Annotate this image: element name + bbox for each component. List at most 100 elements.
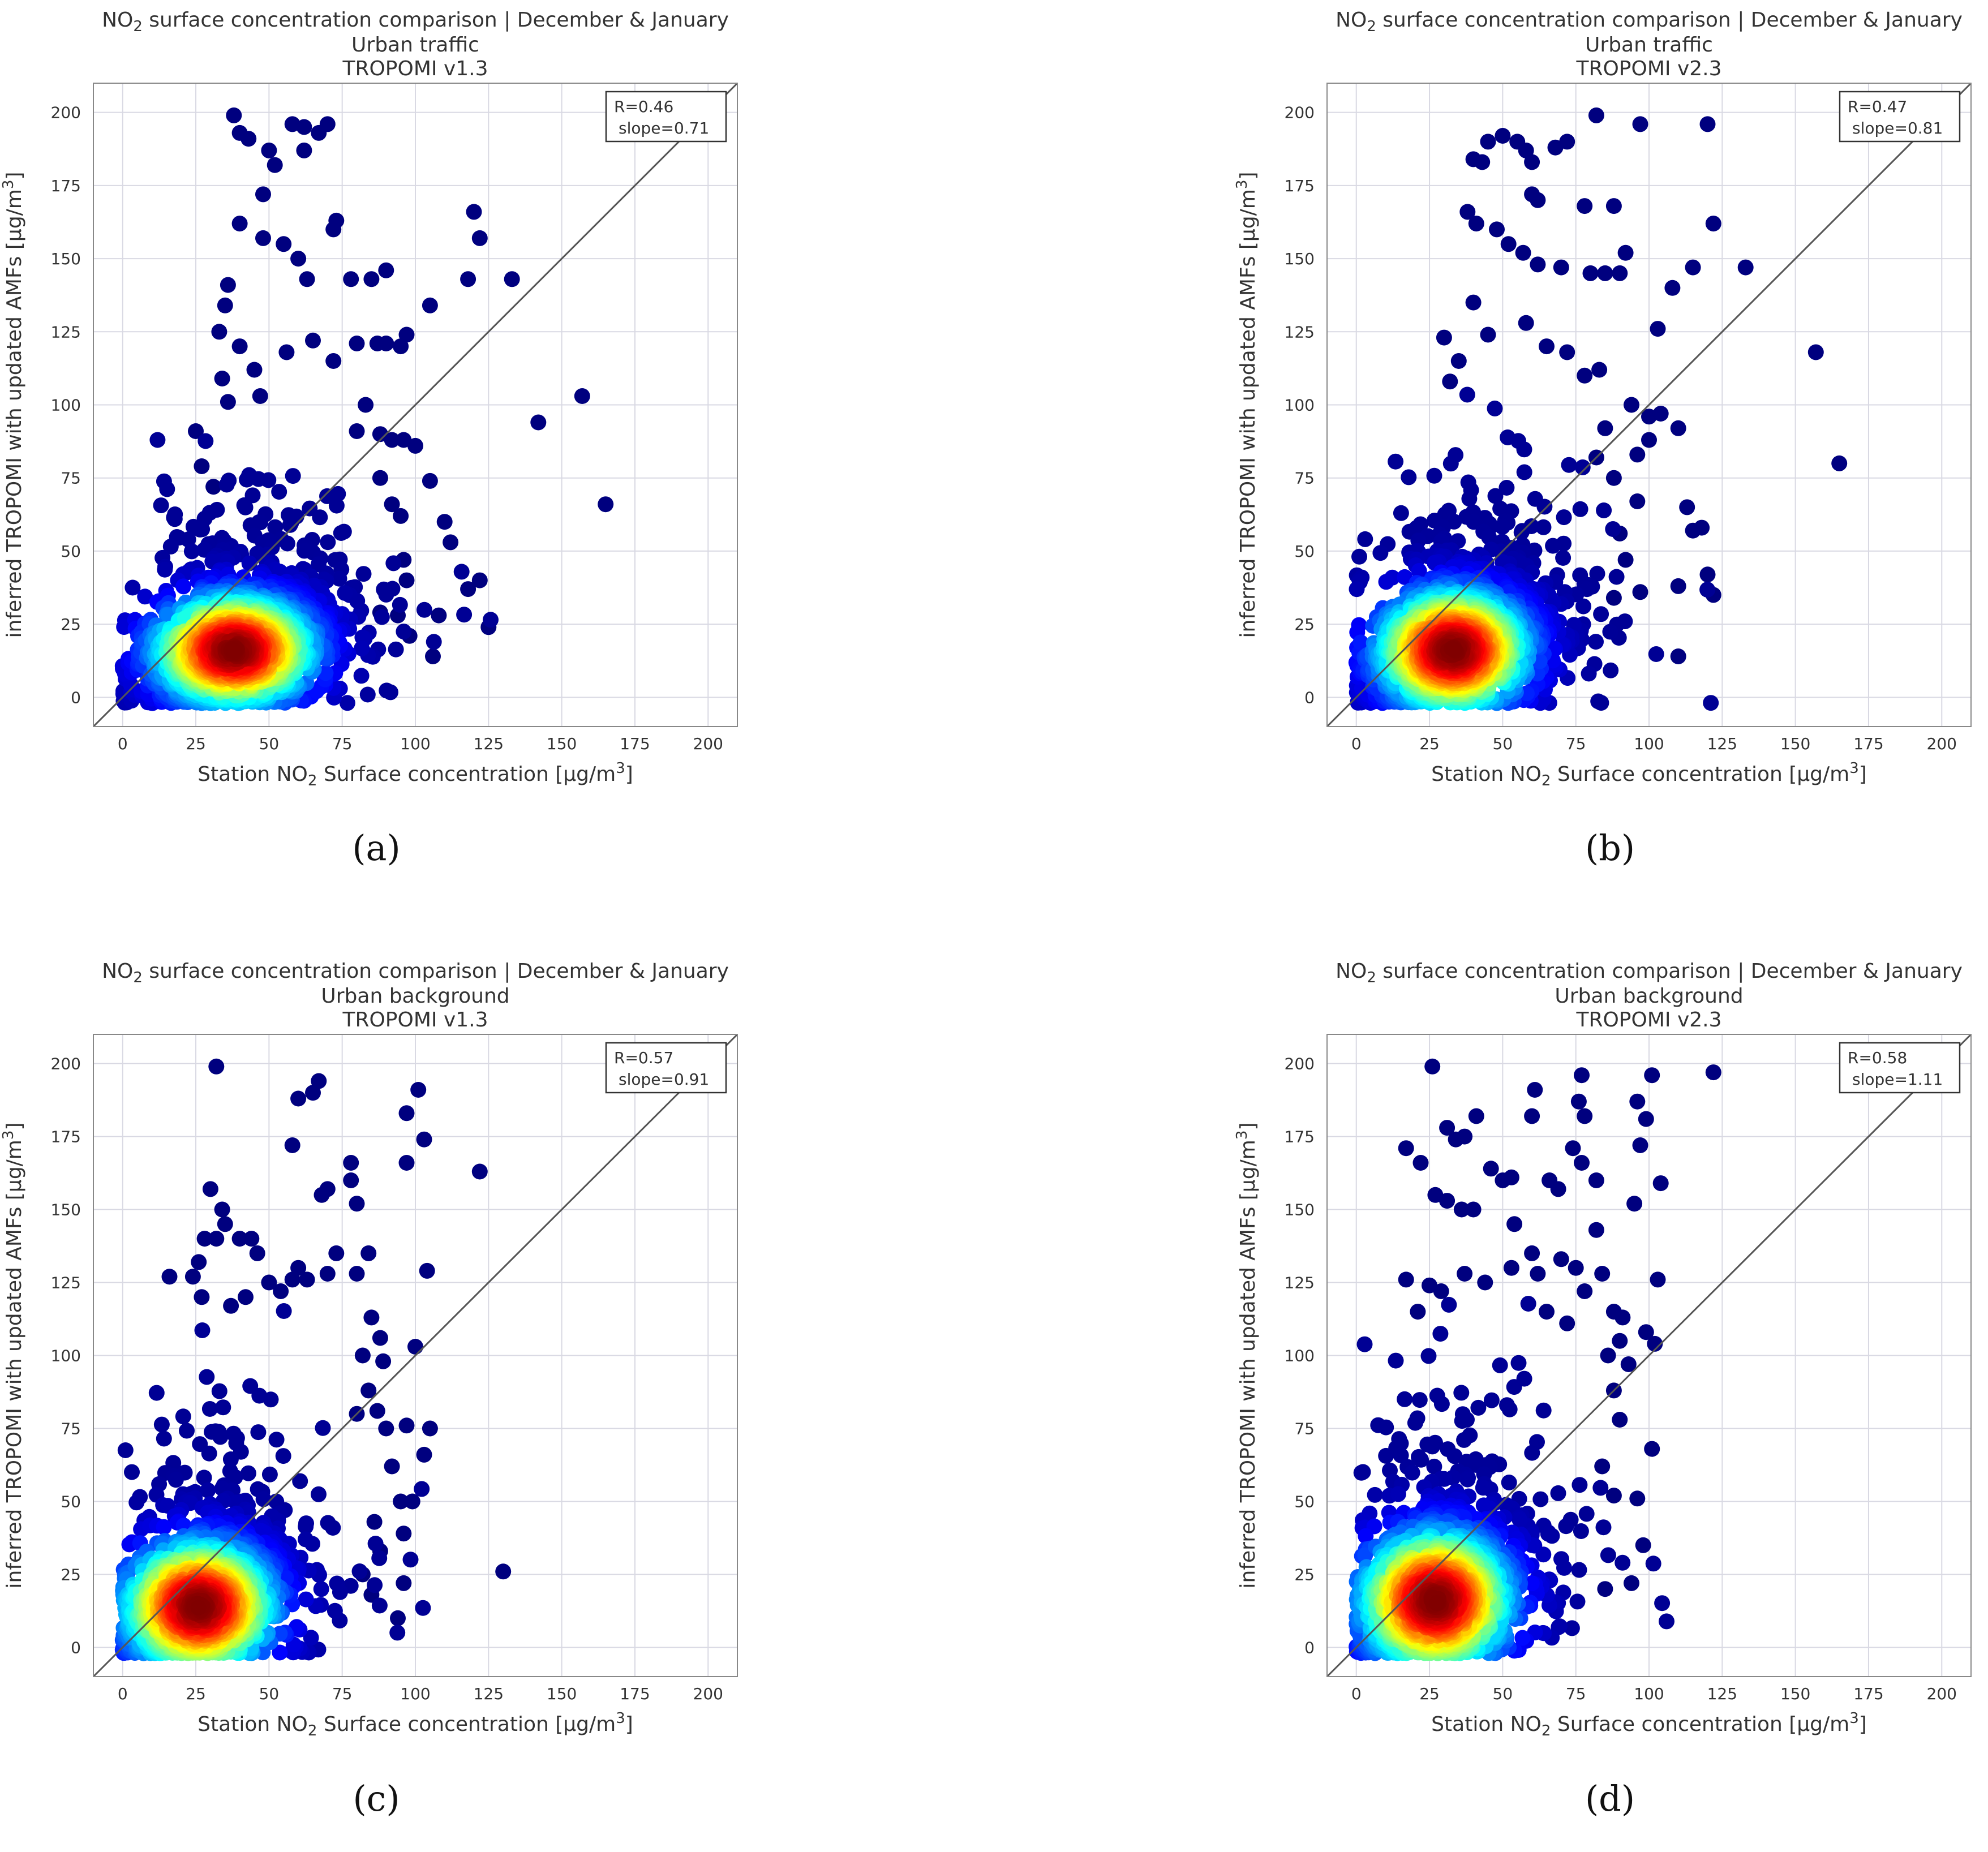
x-tick-label: 50 xyxy=(259,734,280,753)
x-tick-label: 25 xyxy=(186,1685,206,1703)
scatter-point xyxy=(353,668,370,684)
scatter-point xyxy=(252,388,268,404)
scatter-point xyxy=(1535,519,1552,535)
scatter-point xyxy=(261,1466,278,1483)
scatter-point xyxy=(343,1155,359,1171)
y-tick-label: 200 xyxy=(1285,104,1315,122)
x-tick-label: 150 xyxy=(1780,734,1810,753)
x-tick-label: 50 xyxy=(259,1685,280,1703)
scatter-point xyxy=(183,543,200,560)
scatter-point xyxy=(1605,198,1622,214)
scatter-point xyxy=(194,1322,211,1338)
scatter-point xyxy=(237,499,254,515)
scatter-point xyxy=(1480,134,1496,150)
scatter-point xyxy=(1536,499,1553,515)
scatter-point xyxy=(504,271,520,287)
scatter-point xyxy=(369,1403,385,1419)
scatter-point xyxy=(495,1563,512,1580)
scatter-point xyxy=(1593,606,1609,622)
scatter-point xyxy=(156,1519,172,1535)
scatter-point xyxy=(191,1254,207,1270)
scatter-point xyxy=(226,642,242,659)
scatter-point xyxy=(404,1493,420,1510)
scatter-point xyxy=(1590,693,1607,710)
scatter-point xyxy=(319,1266,336,1282)
y-tick-label: 0 xyxy=(71,1638,81,1657)
scatter-point xyxy=(431,607,447,624)
scatter-point xyxy=(284,1271,300,1288)
panel-title: NO2 surface concentration comparison | D… xyxy=(102,960,729,986)
scatter-point xyxy=(296,119,312,135)
x-tick-label: 175 xyxy=(620,734,650,753)
scatter-point xyxy=(398,572,415,588)
x-label-sup: 3 xyxy=(1849,760,1859,777)
scatter-point xyxy=(192,521,208,538)
scatter-point xyxy=(1466,514,1482,530)
scatter-point xyxy=(422,472,438,489)
scatter-point xyxy=(1461,491,1478,507)
scatter-point xyxy=(396,1526,412,1542)
scatter-point xyxy=(415,1600,431,1616)
scatter-point xyxy=(1588,107,1604,123)
scatter-point xyxy=(200,1482,216,1498)
scatter-point xyxy=(574,388,590,404)
x-tick-label: 200 xyxy=(693,1685,723,1703)
y-tick-label: 75 xyxy=(1294,469,1315,488)
x-tick-label: 0 xyxy=(118,1685,128,1703)
scatter-point xyxy=(1513,555,1529,572)
x-label-prefix: Station NO xyxy=(1431,763,1542,786)
scatter-point xyxy=(319,116,336,132)
scatter-point xyxy=(1487,400,1503,416)
scatter-point xyxy=(1561,457,1577,473)
scatter-point xyxy=(1349,581,1365,598)
scatter-point xyxy=(217,297,233,313)
x-tick-label: 125 xyxy=(474,1685,504,1703)
y-tick-label: 150 xyxy=(1285,250,1315,268)
scatter-point xyxy=(315,1420,331,1436)
scatter-point xyxy=(1737,259,1754,276)
x-label-suffix: Surface concentration [µg/m xyxy=(1551,763,1849,786)
scatter-point xyxy=(211,1383,227,1399)
scatter-point xyxy=(1468,216,1484,232)
panel-version: TROPOMI v1.3 xyxy=(342,1008,488,1032)
scatter-point xyxy=(1446,641,1462,658)
scatter-point xyxy=(202,1181,218,1197)
scatter-point xyxy=(329,1575,345,1592)
scatter-point xyxy=(196,1231,213,1247)
scatter-point xyxy=(184,1269,201,1285)
title-suffix: surface concentration comparison | Decem… xyxy=(1376,8,1963,32)
title-subscript: 2 xyxy=(133,18,142,35)
identity-line xyxy=(92,82,738,728)
scatter-point xyxy=(276,1303,292,1319)
scatter-point xyxy=(231,216,248,232)
panel-subtitle: Urban traffic xyxy=(351,33,479,57)
panel-title: NO2 surface concentration comparison | D… xyxy=(102,8,729,35)
x-tick-label: 0 xyxy=(118,734,128,753)
scatter-point xyxy=(243,1231,260,1247)
scatter-point xyxy=(390,1610,406,1626)
scatter-point xyxy=(1699,116,1716,132)
scatter-point xyxy=(292,1473,308,1489)
scatter-point xyxy=(179,1423,195,1439)
y-tick-label: 50 xyxy=(1294,542,1315,561)
title-suffix: surface concentration comparison | Decem… xyxy=(143,8,729,32)
stat-r: R=0.46 xyxy=(614,97,673,116)
axes-frame xyxy=(93,83,738,727)
scatter-point xyxy=(194,458,210,474)
scatter-point xyxy=(314,1187,330,1203)
scatter-point xyxy=(396,624,412,640)
scatter-point xyxy=(328,497,345,514)
scatter-point xyxy=(1481,529,1497,545)
scatter-point xyxy=(1605,470,1622,486)
scatter-point xyxy=(1650,321,1666,337)
scatter-point xyxy=(349,1196,365,1212)
y-label-main: inferred TROPOMI with updated AMFs [µg/m xyxy=(1236,189,1260,638)
scatter-point xyxy=(1617,244,1634,261)
y-tick-label: 50 xyxy=(61,1492,81,1511)
scatter-point xyxy=(1664,280,1681,296)
scatter-point xyxy=(1685,259,1701,276)
scatter-point xyxy=(218,476,235,493)
scatter-point xyxy=(337,585,353,601)
stat-r: R=0.47 xyxy=(1848,97,1907,116)
scatter-point xyxy=(378,586,394,603)
